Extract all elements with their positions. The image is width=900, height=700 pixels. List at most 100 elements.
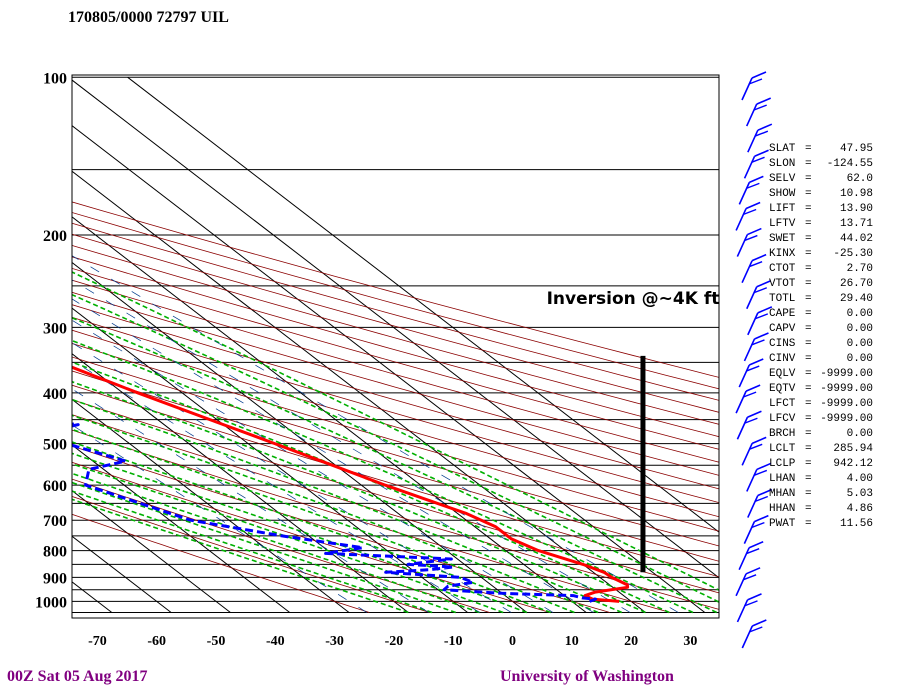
barb-flag (748, 540, 764, 549)
barb-staff (741, 77, 753, 101)
wind-barb (741, 253, 767, 283)
isotherm-line (72, 444, 291, 613)
plot-frame (71, 74, 720, 619)
y-tick-label: 400 (43, 386, 67, 403)
barb-staff (743, 155, 756, 179)
index-name: CAPV (769, 323, 796, 335)
x-tick-label: -60 (147, 634, 166, 649)
index-value: 0.00 (847, 428, 873, 440)
x-tick-label: 0 (509, 634, 516, 649)
barb-flag (751, 156, 765, 163)
stability-indices-table: SLAT = 47.95 SLON = -124.55 SELV = 62.0 SHOW = 10.9… (769, 143, 873, 530)
dry-adiabat (72, 256, 719, 438)
wind-barb (735, 567, 761, 597)
index-equals: = (805, 503, 812, 515)
y-tick-label: 800 (43, 544, 67, 561)
dry-adiabat (72, 304, 719, 490)
barb-flag (745, 384, 761, 392)
dry-adiabat (72, 429, 671, 613)
y-tick-label: 600 (43, 478, 67, 495)
x-tick-label: -40 (266, 634, 285, 649)
barb-staff (741, 260, 753, 283)
index-equals: = (805, 338, 812, 350)
footer-date: 00Z Sat 05 Aug 2017 (7, 668, 147, 685)
moist-adiabat (72, 428, 575, 614)
barb-flag (756, 462, 772, 471)
barb-staff (735, 208, 747, 231)
x-tick-label: -10 (444, 634, 463, 649)
moist-adiabat (72, 481, 457, 614)
barb-flag (754, 149, 769, 158)
index-value: -9999.00 (820, 383, 873, 395)
moist-adiabat (72, 452, 528, 614)
index-value: 13.71 (840, 218, 873, 230)
index-equals: = (805, 308, 812, 320)
dry-adiabat (72, 267, 719, 450)
sounding-traces (72, 365, 630, 603)
wind-barb (738, 175, 764, 205)
index-equals: = (805, 368, 812, 380)
isotherm-line (72, 125, 706, 613)
barb-staff (736, 416, 749, 440)
index-equals: = (805, 278, 812, 290)
isotherm-line (0, 77, 53, 612)
wind-barb (736, 410, 762, 440)
barb-flag (748, 261, 763, 268)
index-equals: = (805, 248, 812, 260)
barb-staff (736, 234, 749, 257)
index-name: MHAN (769, 488, 795, 500)
index-name: LIFT (769, 203, 796, 215)
barb-staff (736, 599, 749, 623)
isotherm-line (72, 535, 172, 613)
inversion-annotation: Inversion @~4K ft (547, 289, 719, 573)
index-equals: = (805, 293, 812, 305)
index-value: 0.00 (847, 308, 873, 320)
index-name: TOTL (769, 293, 795, 305)
background-grid-lines (0, 76, 719, 614)
index-value: 13.90 (840, 203, 873, 215)
barb-flag (747, 593, 762, 601)
index-name: SELV (769, 173, 796, 185)
barb-flag (754, 514, 769, 523)
moist-adiabat (72, 398, 623, 614)
barb-staff (743, 338, 756, 362)
isotherm-line (72, 353, 409, 613)
barb-staff (746, 469, 758, 492)
barb-staff (747, 129, 759, 153)
dry-adiabat (72, 222, 719, 401)
wind-barb (746, 462, 772, 492)
index-name: EQLV (769, 368, 796, 380)
barb-flag (753, 287, 768, 294)
index-value: 942.12 (833, 458, 873, 470)
x-tick-label: -70 (88, 634, 107, 649)
barb-flag (751, 436, 767, 445)
moist-adiabat (72, 316, 718, 614)
index-name: SWET (769, 233, 796, 245)
y-tick-label: 300 (43, 320, 67, 337)
index-value: -9999.00 (820, 413, 873, 425)
barb-flag (754, 495, 769, 503)
barb-flag (751, 71, 767, 79)
wind-barb (747, 306, 773, 336)
y-tick-label: 100 (43, 70, 67, 87)
wind-barb (736, 593, 762, 623)
index-value: 62.0 (847, 173, 873, 185)
index-equals: = (805, 218, 812, 230)
index-equals: = (805, 203, 812, 215)
index-value: 0.00 (847, 338, 873, 350)
dry-adiabat (72, 212, 719, 390)
index-equals: = (805, 473, 812, 485)
dry-adiabat (72, 478, 490, 613)
moist-adiabat (72, 339, 694, 614)
barb-flag (749, 626, 763, 633)
index-name: LFCT (769, 398, 796, 410)
wind-barb (741, 71, 767, 101)
dry-adiabat (72, 244, 719, 425)
barb-staff (738, 547, 750, 571)
dry-adiabat (72, 445, 610, 613)
barb-flag (748, 78, 763, 85)
moist-adiabat (72, 380, 646, 614)
index-name: LCLT (769, 443, 796, 455)
